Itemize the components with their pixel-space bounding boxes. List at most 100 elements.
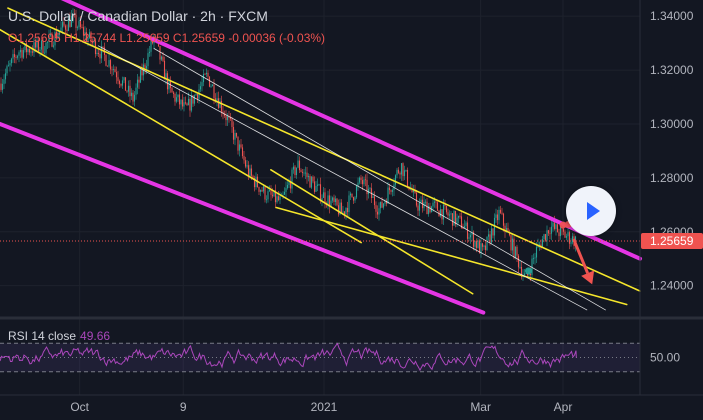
rsi-legend[interactable]: RSI 14 close 49.66: [8, 329, 110, 343]
down-candle: [472, 232, 475, 247]
replay-play-button[interactable]: [566, 186, 616, 236]
down-candle: [475, 241, 478, 248]
up-candle: [303, 172, 305, 174]
open-key: O: [8, 31, 18, 45]
up-candle: [331, 197, 334, 201]
down-candle: [312, 176, 314, 182]
down-candle: [436, 202, 439, 211]
down-candle: [484, 245, 487, 251]
down-candle: [13, 54, 16, 58]
down-candle: [247, 165, 250, 177]
time-axis[interactable]: Oct 9 2021 Mar Apr: [70, 400, 572, 414]
down-candle: [502, 213, 505, 226]
down-candle: [426, 201, 428, 215]
down-candle: [253, 178, 256, 188]
down-candle: [237, 136, 239, 151]
down-candle: [547, 230, 550, 234]
down-candle: [270, 190, 272, 195]
up-candle: [541, 239, 544, 248]
up-candle: [1, 83, 4, 90]
yellow-trendline: [270, 168, 474, 295]
down-candle: [126, 90, 128, 92]
up-candle: [433, 201, 436, 203]
down-candle: [244, 160, 247, 167]
yellow-trendline: [7, 7, 641, 292]
current-price-badge: 1.25659: [641, 232, 703, 249]
up-candle: [295, 167, 298, 176]
down-candle: [564, 231, 566, 238]
up-candle: [112, 69, 115, 70]
down-candle: [162, 56, 164, 61]
up-candle: [456, 217, 458, 225]
up-candle: [432, 202, 434, 207]
down-candle: [184, 102, 187, 104]
up-candle: [565, 236, 568, 238]
close-value: 1.25659: [181, 31, 225, 45]
rsi-title: RSI 14 close: [8, 329, 77, 343]
up-candle: [262, 186, 265, 192]
up-candle: [67, 18, 70, 31]
down-candle: [97, 52, 100, 55]
up-candle: [348, 195, 350, 213]
up-candle: [321, 197, 323, 201]
up-candle: [33, 42, 35, 53]
up-candle: [4, 73, 7, 80]
down-candle: [258, 186, 260, 192]
down-candle: [204, 73, 206, 75]
down-candle: [154, 36, 157, 38]
up-candle: [100, 46, 103, 59]
change-value: -0.00036 (-0.03%): [228, 31, 326, 45]
up-candle: [46, 41, 49, 43]
up-candle: [559, 226, 562, 237]
down-candle: [351, 193, 353, 198]
up-candle: [49, 33, 52, 36]
down-candle: [151, 40, 154, 44]
up-candle: [450, 213, 452, 215]
down-candle: [232, 127, 235, 140]
up-candle: [342, 211, 344, 213]
down-candle: [388, 187, 391, 191]
down-candle: [174, 93, 176, 102]
up-candle: [133, 94, 136, 102]
up-candle: [145, 66, 148, 69]
down-candle: [544, 234, 547, 241]
down-candle: [274, 190, 277, 203]
up-candle: [372, 196, 374, 198]
up-candle: [327, 195, 329, 206]
down-candle: [144, 64, 146, 69]
up-candle: [400, 163, 403, 175]
up-candle: [463, 226, 466, 229]
down-candle: [163, 60, 166, 80]
down-candle: [402, 163, 404, 177]
up-candle: [424, 201, 427, 203]
up-candle: [61, 21, 64, 28]
up-candle: [165, 73, 167, 80]
low-key: L: [119, 31, 127, 45]
up-candle: [139, 69, 142, 83]
ohlc-readout: O1.25695 H1.25744 L1.25659 C1.25659 -0.0…: [8, 31, 325, 45]
down-candle: [513, 238, 515, 258]
down-candle: [250, 168, 253, 176]
up-candle: [534, 257, 536, 259]
forecast-arrow: [572, 238, 595, 285]
up-candle: [123, 77, 125, 81]
down-candle: [556, 224, 559, 233]
sell-marker: [559, 221, 567, 229]
down-candle: [445, 206, 448, 213]
up-candle: [552, 222, 554, 227]
down-candle: [481, 243, 484, 247]
up-candle: [210, 86, 212, 87]
up-candle: [279, 196, 281, 201]
rsi-axis-label: 50.00: [650, 351, 680, 365]
up-candle: [127, 85, 130, 92]
down-candle: [517, 255, 520, 268]
up-candle: [108, 60, 110, 67]
down-candle: [375, 205, 377, 212]
down-candle: [118, 80, 121, 84]
down-candle: [501, 212, 503, 214]
down-candle: [510, 235, 512, 251]
symbol-title[interactable]: U.S. Dollar / Canadian Dollar · 2h · FXC…: [8, 8, 268, 24]
up-candle: [246, 165, 248, 167]
open-value: 1.25695: [17, 31, 61, 45]
up-candle: [36, 40, 38, 48]
